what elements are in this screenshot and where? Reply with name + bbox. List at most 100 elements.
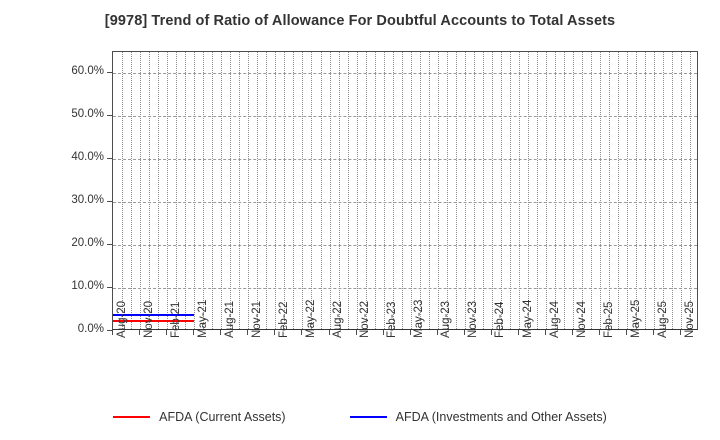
gridline-vertical [528,52,530,329]
legend-label: AFDA (Current Assets) [159,410,286,424]
x-axis-tick-label: May-23 [413,299,426,338]
x-axis-tick-mark [463,330,465,335]
gridline-vertical [203,52,205,329]
x-axis-tick-label: Nov-21 [250,300,263,338]
x-axis-tick-mark [355,330,357,335]
x-axis-tick-label: Aug-23 [440,300,453,338]
gridline-vertical [230,52,232,329]
x-axis-tick-mark [626,330,628,335]
y-axis-tick-mark [107,201,112,203]
legend-color-swatch [349,416,387,418]
series-line-segment [167,319,195,322]
gridline-vertical [320,52,322,329]
gridline-vertical [509,52,511,329]
x-axis-tick-mark [220,330,222,335]
x-axis-tick-label: Nov-25 [683,300,696,338]
y-axis-tick-label: 40.0% [71,151,104,164]
gridline-vertical [464,52,466,329]
gridline-vertical [645,52,647,329]
gridline-vertical [167,52,169,329]
x-axis-tick-mark [653,330,655,335]
series-line-segment [167,313,195,316]
x-axis-tick-label: Nov-23 [467,300,480,338]
y-axis-tick-mark [107,115,112,117]
gridline-vertical [293,52,295,329]
y-axis-tick-label: 30.0% [71,194,104,207]
gridline-vertical [482,52,484,329]
x-axis-tick-mark [166,330,168,335]
y-axis-tick-label: 60.0% [71,65,104,78]
x-axis-tick-label: Aug-22 [332,300,345,338]
gridline-vertical [239,52,241,329]
x-axis-tick-label: May-25 [629,299,642,338]
gridline-vertical [275,52,277,329]
gridline-vertical [329,52,331,329]
gridline-vertical [311,52,313,329]
chart-legend: AFDA (Current Assets) AFDA (Investments a… [0,404,720,430]
gridline-vertical [392,52,394,329]
x-axis-tick-label: Feb-21 [169,301,182,338]
gridline-vertical [537,52,539,329]
gridline-vertical [266,52,268,329]
gridline-horizontal [113,202,697,204]
y-axis-tick-label: 10.0% [71,280,104,293]
gridline-vertical [347,52,349,329]
gridline-vertical [257,52,259,329]
gridline-vertical [546,52,548,329]
x-axis-tick-mark [139,330,141,335]
x-axis-tick-label: Aug-21 [223,300,236,338]
x-axis-tick-label: Aug-25 [656,300,669,338]
x-axis-tick-label: Feb-22 [277,301,290,338]
x-axis-tick-mark [247,330,249,335]
x-axis-tick-mark [545,330,547,335]
y-axis-tick-mark [107,330,112,331]
gridline-vertical [690,52,692,329]
x-axis-tick-label: Feb-24 [494,301,507,338]
x-axis-tick-mark [599,330,601,335]
x-axis-tick-mark [409,330,411,335]
x-axis-tick-label: Nov-22 [359,300,372,338]
x-axis-tick-mark [193,330,195,335]
y-axis-tick-mark [107,158,112,160]
gridline-vertical [338,52,340,329]
x-axis-tick-mark [518,330,519,335]
gridline-vertical [383,52,385,329]
gridline-vertical [609,52,611,329]
y-axis-tick-mark [107,244,112,246]
x-axis-tick-label: May-21 [196,299,209,338]
gridline-horizontal [113,116,697,118]
gridline-vertical [636,52,638,329]
x-axis-tick-label: Feb-23 [386,301,399,338]
gridline-vertical [519,52,520,329]
series-line-segment [140,313,168,316]
gridline-vertical [618,52,620,329]
gridline-vertical [428,52,430,329]
y-axis-tick-label: 20.0% [71,237,104,250]
gridline-vertical [284,52,286,329]
y-axis-tick-label: 50.0% [71,108,104,121]
gridline-vertical [672,52,674,329]
gridline-horizontal [113,73,697,75]
y-axis-tick-mark [107,72,112,74]
x-axis-tick-label: Aug-20 [115,300,128,338]
x-axis-tick-label: May-24 [521,299,534,338]
x-axis-tick-mark [382,330,384,335]
gridline-vertical [221,52,223,329]
gridline-vertical [573,52,575,329]
x-axis-tick-label: Nov-24 [575,300,588,338]
gridline-vertical [302,52,304,329]
gridline-vertical [437,52,439,329]
gridline-vertical [212,52,214,329]
gridline-vertical [654,52,656,329]
gridline-vertical [149,52,151,329]
gridline-vertical [158,52,160,329]
chart-title: [9978] Trend of Ratio of Allowance For D… [104,13,616,29]
x-axis-tick-mark [112,330,113,335]
gridline-vertical [663,52,665,329]
plot-area [112,51,698,330]
legend-item[interactable]: AFDA (Investments and Other Assets) [349,410,607,424]
gridline-vertical [627,52,629,329]
gridline-vertical [491,52,493,329]
legend-item[interactable]: AFDA (Current Assets) [113,410,286,424]
x-axis-tick-mark [490,330,492,335]
